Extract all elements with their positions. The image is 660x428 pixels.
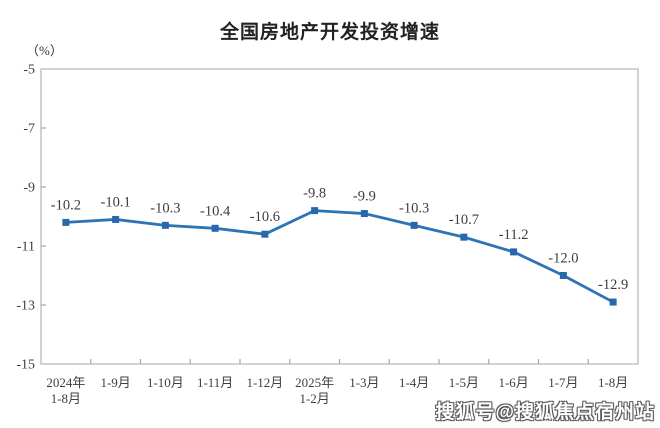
data-point-marker bbox=[62, 218, 70, 226]
x-axis-label: 1-12月 bbox=[246, 375, 283, 390]
x-axis-label: 1-3月 bbox=[349, 375, 379, 390]
plot-frame bbox=[40, 68, 639, 365]
data-point-marker bbox=[112, 215, 120, 223]
data-point-label: -10.3 bbox=[399, 200, 429, 216]
data-point-label: -12.0 bbox=[548, 251, 578, 267]
data-point-marker bbox=[609, 298, 617, 306]
data-point-label: -9.8 bbox=[303, 186, 326, 202]
watermark: 搜狐号@搜狐焦点宿州站 bbox=[435, 402, 655, 423]
data-point-label: -10.2 bbox=[51, 197, 81, 213]
chart-title: 全国房地产开发投资增速 bbox=[219, 22, 440, 43]
data-point-label: -12.9 bbox=[598, 277, 628, 293]
data-point-marker bbox=[460, 233, 468, 241]
data-point-marker bbox=[559, 272, 567, 279]
x-axis-label: 1-4月 bbox=[399, 375, 429, 390]
data-point-label: -10.6 bbox=[250, 209, 280, 225]
data-point-marker bbox=[360, 210, 368, 218]
x-axis-label: 1-9月 bbox=[100, 375, 130, 390]
y-tick-label: -9 bbox=[23, 181, 35, 196]
y-axis-unit-label: （%） bbox=[26, 43, 63, 58]
data-point-marker bbox=[261, 230, 269, 238]
y-tick-label: -5 bbox=[23, 63, 35, 78]
data-point-label: -10.1 bbox=[101, 194, 131, 210]
x-axis-label: 2025年 1-2月 bbox=[295, 375, 334, 406]
data-point-label: -10.4 bbox=[200, 203, 231, 219]
data-point-marker bbox=[311, 207, 319, 215]
x-axis-label: 1-10月 bbox=[147, 375, 184, 390]
data-point-label: -10.7 bbox=[449, 212, 479, 228]
x-axis-label: 1-7月 bbox=[548, 375, 578, 390]
x-axis-label: 1-5月 bbox=[449, 375, 479, 390]
y-tick-label: -11 bbox=[17, 240, 35, 255]
data-point-marker bbox=[510, 248, 518, 256]
data-point-marker bbox=[410, 221, 418, 229]
y-tick-label: -7 bbox=[23, 122, 35, 137]
data-point-label: -9.9 bbox=[353, 189, 376, 205]
data-point-label: -10.3 bbox=[150, 200, 180, 216]
x-axis-label: 1-6月 bbox=[498, 375, 528, 390]
x-axis-label: 1-11月 bbox=[197, 375, 233, 390]
data-point-marker bbox=[161, 221, 169, 229]
x-axis-label: 2024年 1-8月 bbox=[46, 375, 85, 406]
y-tick-label: -13 bbox=[16, 299, 35, 314]
data-point-label: -11.2 bbox=[499, 227, 529, 243]
y-tick-label: -15 bbox=[16, 358, 35, 373]
data-point-marker bbox=[211, 224, 219, 232]
x-axis-label: 1-8月 bbox=[598, 375, 628, 390]
trend-line bbox=[64, 209, 615, 304]
